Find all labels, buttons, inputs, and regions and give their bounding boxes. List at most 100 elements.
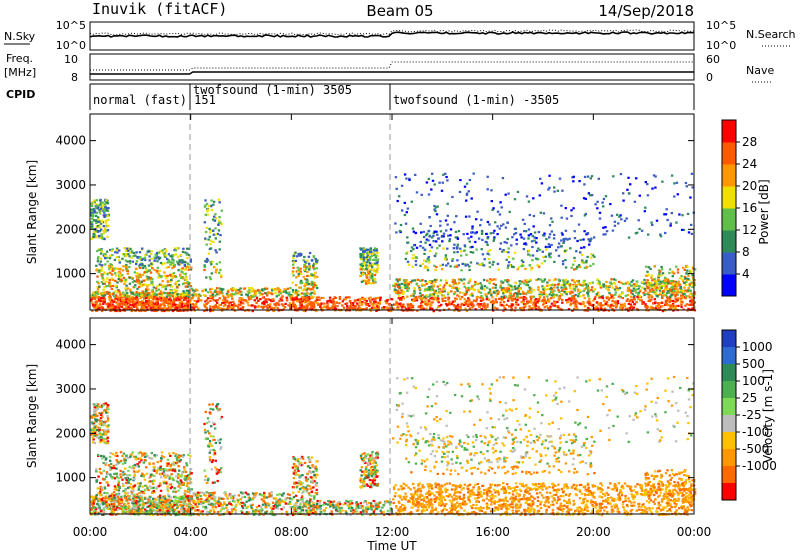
radar-echo	[119, 291, 122, 294]
radar-echo	[652, 291, 655, 294]
radar-echo	[503, 296, 506, 299]
radar-echo	[428, 261, 431, 264]
radar-echo	[500, 224, 503, 227]
radar-echo	[109, 285, 112, 288]
radar-echo	[186, 294, 189, 297]
radar-echo	[492, 278, 496, 281]
radar-echo	[524, 283, 527, 286]
radar-echo	[658, 302, 661, 305]
radar-echo	[222, 288, 225, 291]
radar-echo	[545, 293, 548, 296]
radar-echo	[564, 237, 568, 240]
radar-echo	[418, 295, 421, 298]
radar-echo	[155, 269, 159, 272]
radar-echo	[515, 238, 518, 241]
radar-echo	[333, 296, 336, 299]
radar-echo	[500, 206, 503, 209]
radar-echo	[125, 247, 129, 250]
radar-echo	[365, 249, 368, 252]
radar-echo	[647, 233, 650, 236]
radar-echo	[604, 302, 608, 305]
radar-echo	[556, 305, 560, 308]
radar-echo	[567, 300, 570, 304]
radar-echo	[102, 288, 105, 291]
radar-echo	[424, 297, 428, 300]
radar-echo	[657, 304, 660, 307]
radar-echo	[677, 297, 680, 300]
radar-echo	[367, 272, 370, 275]
radar-echo	[122, 265, 125, 268]
radar-echo	[96, 293, 99, 296]
radar-echo	[290, 298, 293, 301]
radar-echo	[672, 289, 676, 292]
radar-echo	[516, 190, 520, 193]
radar-echo	[145, 268, 148, 271]
radar-echo	[402, 279, 406, 282]
radar-echo	[362, 279, 365, 282]
radar-echo	[118, 298, 121, 301]
radar-echo	[502, 223, 505, 226]
radar-echo	[655, 282, 658, 285]
radar-echo	[170, 289, 173, 292]
radar-echo	[459, 179, 462, 182]
radar-echo	[460, 250, 463, 253]
radar-echo	[94, 295, 98, 298]
radar-echo	[184, 285, 187, 288]
radar-echo	[166, 307, 169, 310]
radar-echo	[158, 283, 162, 286]
radar-echo	[291, 298, 294, 301]
radar-echo	[203, 305, 207, 308]
radar-echo	[619, 214, 622, 217]
radar-echo	[104, 219, 107, 222]
radar-echo	[123, 503, 126, 506]
radar-echo	[176, 286, 179, 289]
radar-echo	[649, 267, 652, 270]
radar-echo	[616, 300, 620, 303]
radar-echo	[539, 211, 542, 214]
radar-echo	[451, 257, 454, 261]
colorbar-tick-label: 16	[742, 201, 757, 215]
radar-echo	[596, 278, 599, 281]
radar-echo	[550, 230, 553, 233]
radar-echo	[354, 305, 357, 308]
radar-echo	[635, 177, 638, 180]
radar-echo	[453, 286, 456, 289]
radar-echo	[479, 287, 483, 290]
radar-echo	[313, 276, 317, 279]
radar-echo	[262, 305, 266, 308]
radar-echo	[139, 301, 142, 304]
radar-echo	[447, 307, 451, 311]
radar-echo	[477, 290, 481, 293]
radar-echo	[128, 260, 132, 263]
radar-echo	[572, 175, 575, 178]
radar-echo	[183, 294, 187, 297]
radar-echo	[96, 260, 100, 263]
radar-echo	[471, 285, 475, 288]
radar-echo	[123, 510, 126, 513]
radar-echo	[292, 266, 295, 269]
radar-echo	[106, 260, 109, 263]
radar-echo	[112, 300, 115, 303]
radar-echo	[103, 499, 106, 502]
power-ylabel: Slant Range [km]	[25, 160, 39, 264]
radar-echo	[393, 303, 396, 306]
radar-echo	[689, 196, 692, 199]
radar-echo	[313, 283, 316, 287]
radar-echo	[505, 303, 508, 306]
radar-echo	[376, 255, 379, 258]
radar-echo	[680, 305, 683, 309]
radar-echo	[529, 297, 533, 300]
radar-echo	[528, 264, 532, 267]
radar-echo	[520, 301, 524, 304]
radar-echo	[103, 282, 106, 285]
radar-echo	[497, 297, 501, 300]
radar-echo	[462, 233, 465, 236]
radar-echo	[304, 287, 307, 290]
radar-echo	[302, 275, 305, 278]
radar-echo	[315, 296, 319, 299]
radar-echo	[622, 192, 625, 195]
radar-echo	[164, 255, 167, 258]
radar-echo	[178, 497, 181, 500]
radar-echo	[588, 302, 591, 305]
